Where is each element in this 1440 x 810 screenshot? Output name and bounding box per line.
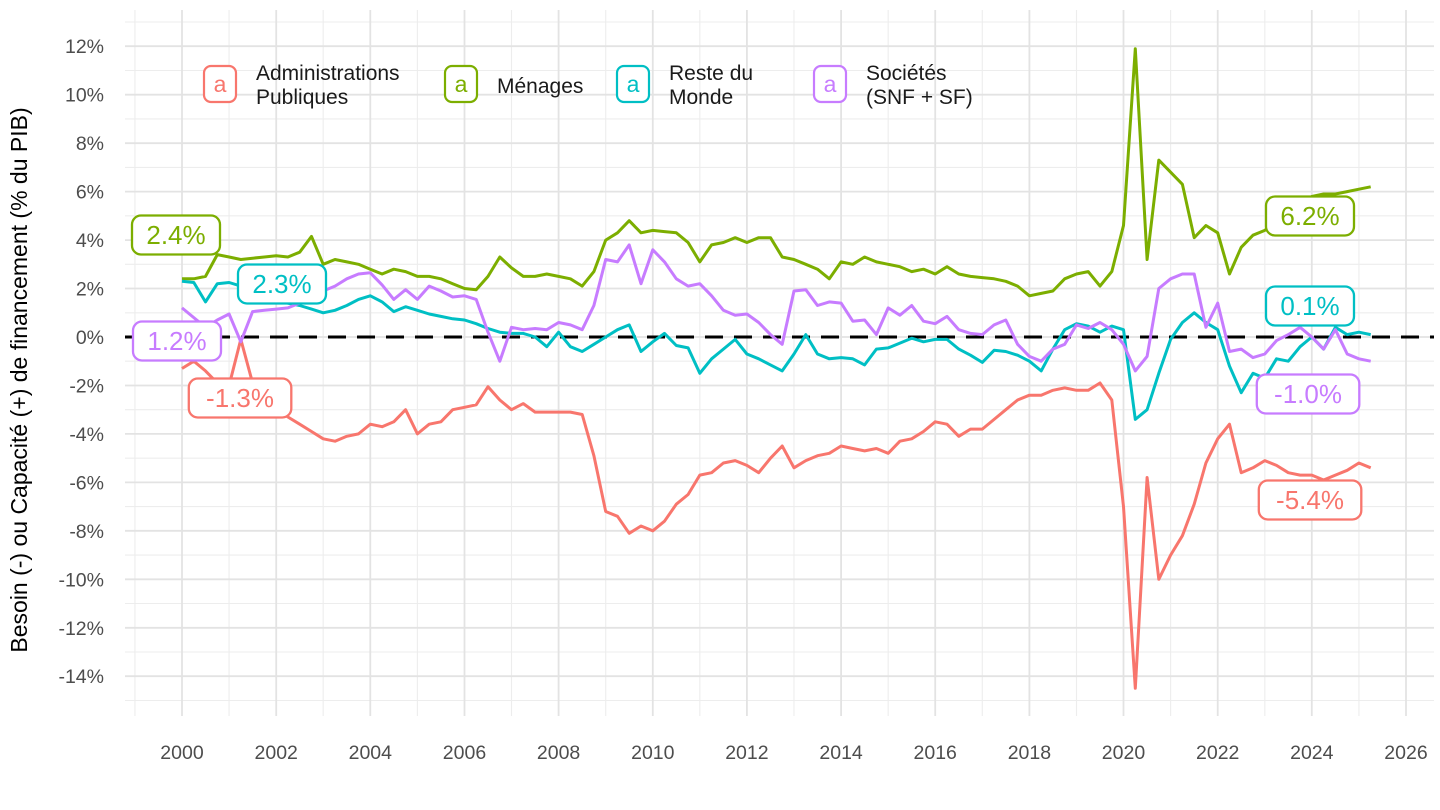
- legend-label-administrations-publiques: Publiques: [256, 86, 348, 109]
- legend-key-letter-icon: a: [214, 71, 227, 97]
- legend-label-menages: Ménages: [497, 75, 583, 98]
- x-tick-label: 2006: [443, 742, 486, 764]
- start-value-label-box-reste-du-monde: [236, 263, 328, 305]
- y-tick-label: -8%: [69, 521, 104, 543]
- x-tick-label: 2016: [914, 742, 957, 764]
- end-value-label-box-administrations-publiques: [1257, 479, 1363, 521]
- legend-label-reste-du-monde: Monde: [669, 86, 733, 109]
- series-line-societes-snf-sf: [181, 243, 1371, 373]
- start-value-label-box-menages: [130, 214, 222, 256]
- series-line-administrations-publiques: [181, 337, 1372, 690]
- y-tick-label: 12%: [65, 36, 104, 58]
- x-tick-label: 2000: [160, 742, 204, 764]
- legend-key-administrations-publiques: [202, 64, 238, 104]
- annotation-layer: -1.3% -5.4% 2.4% 6.2% 2.3% 0.1% 1.2% -1.0%: [130, 195, 1363, 521]
- start-value-label-box-administrations-publiques: [187, 377, 293, 419]
- x-tick-label: 2022: [1196, 742, 1239, 764]
- x-tick-label: 2018: [1008, 742, 1051, 764]
- end-value-label-reste-du-monde: 0.1%: [1280, 291, 1339, 321]
- legend-key-letter-icon: a: [455, 71, 468, 97]
- axis-layer: -14% -12% -10% -8% -6% -4% -2% 0% 2% 4% 6% 8% 10% 12%…: [58, 36, 1427, 764]
- end-value-label-administrations-publiques: -5.4%: [1276, 485, 1344, 515]
- legend-key-letter-icon: a: [627, 71, 640, 97]
- legend-key-letter-icon: a: [824, 71, 837, 97]
- x-tick-label: 2012: [725, 742, 768, 764]
- y-tick-label: -6%: [69, 472, 104, 494]
- x-tick-label: 2020: [1102, 742, 1146, 764]
- y-tick-label: 2%: [76, 279, 104, 301]
- end-value-label-societes-snf-sf: -1.0%: [1274, 379, 1342, 409]
- x-tick-label: 2010: [631, 742, 675, 764]
- start-value-label-menages: 2.4%: [146, 220, 205, 250]
- series-line-reste-du-monde: [181, 279, 1371, 421]
- x-tick-label: 2008: [537, 742, 580, 764]
- legend-key-societes-snf-sf: [812, 64, 848, 104]
- y-tick-label: 0%: [76, 327, 104, 349]
- legend-label-societes-snf-sf: (SNF + SF): [866, 86, 973, 109]
- legend-key-reste-du-monde: [615, 64, 651, 104]
- y-tick-label: -14%: [58, 666, 104, 688]
- y-tick-label: -12%: [58, 618, 104, 640]
- y-tick-label: -10%: [58, 569, 104, 591]
- grid-layer: [125, 10, 1434, 716]
- y-tick-label: 10%: [65, 85, 104, 107]
- y-tick-label: 6%: [76, 182, 104, 204]
- legend-label-reste-du-monde: Reste du: [669, 62, 753, 85]
- series-layer: [181, 47, 1372, 690]
- y-tick-label: -2%: [69, 376, 104, 398]
- y-axis-title: Besoin (-) ou Capacité (+) de financemen…: [6, 107, 32, 652]
- end-value-label-box-reste-du-monde: [1264, 285, 1356, 327]
- legend-key-menages: [443, 64, 479, 104]
- end-value-label-box-societes-snf-sf: [1255, 373, 1361, 415]
- start-value-label-administrations-publiques: -1.3%: [206, 383, 274, 413]
- legend-label-administrations-publiques: Administrations: [256, 62, 400, 85]
- y-tick-label: 4%: [76, 230, 104, 252]
- x-tick-label: 2004: [349, 742, 393, 764]
- legend-label-societes-snf-sf: Sociétés: [866, 62, 947, 85]
- x-tick-label: 2014: [819, 742, 863, 764]
- start-value-label-reste-du-monde: 2.3%: [252, 269, 311, 299]
- series-line-menages: [182, 47, 1371, 298]
- y-tick-label: 8%: [76, 133, 104, 155]
- end-value-label-box-menages: [1264, 195, 1356, 237]
- x-tick-label: 2002: [255, 742, 298, 764]
- x-tick-label: 2024: [1290, 742, 1334, 764]
- start-value-label-box-societes-snf-sf: [131, 320, 223, 362]
- x-tick-label: 2026: [1384, 742, 1427, 764]
- y-tick-label: -4%: [69, 424, 104, 446]
- end-value-label-menages: 6.2%: [1280, 201, 1339, 231]
- start-value-label-societes-snf-sf: 1.2%: [147, 326, 206, 356]
